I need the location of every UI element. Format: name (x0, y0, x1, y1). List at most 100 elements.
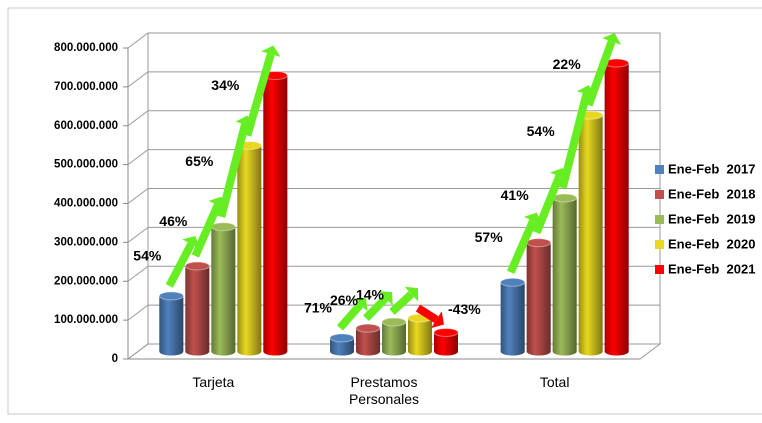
growth-label: 71% (304, 300, 333, 316)
growth-arrowhead (352, 298, 368, 312)
bar-shade (237, 145, 262, 356)
bar (526, 238, 552, 356)
bar (158, 291, 184, 356)
bar (604, 58, 630, 356)
bar-top (184, 261, 210, 271)
legend-swatch (655, 165, 664, 174)
bar (184, 261, 210, 356)
bar (381, 317, 407, 356)
bar-shade (211, 226, 236, 356)
x-tick-label: Prestamos Personales (348, 374, 420, 407)
growth-label: 14% (356, 287, 385, 303)
grid-line (127, 71, 660, 88)
bar-top (526, 238, 552, 248)
growth-label: 41% (501, 187, 530, 203)
grid-line (127, 32, 660, 49)
growth-label: 22% (553, 56, 582, 72)
growth-arrow (165, 242, 195, 288)
grid-line (127, 149, 660, 166)
chart-frame (7, 7, 762, 415)
bar-shade (159, 295, 184, 356)
growth-arrow (336, 302, 364, 331)
legend-label: Ene-Feb 2018 (668, 186, 755, 201)
bar (262, 70, 288, 356)
y-tick-label: 100.000.000 (54, 314, 118, 326)
growth-arrowhead (602, 33, 622, 45)
bar-shade (356, 328, 380, 356)
growth-arrow (191, 203, 222, 258)
growth-label: 65% (185, 153, 214, 169)
legend-swatch (655, 265, 664, 274)
legend-swatch (655, 215, 664, 224)
y-tick-label: 500.000.000 (54, 159, 118, 171)
legend-label: Ene-Feb 2019 (668, 211, 755, 226)
bar-shade (578, 115, 603, 356)
x-tick-label: Total (539, 374, 570, 390)
bar-top (158, 291, 184, 301)
bar-shade (500, 282, 525, 356)
bar-shade (263, 75, 288, 356)
growth-label: 57% (475, 229, 504, 245)
grid-line (127, 110, 660, 127)
legend-label: Ene-Feb 2021 (668, 261, 755, 276)
bar-top (500, 277, 526, 287)
bar-top (552, 193, 578, 203)
y-tick-label: 700.000.000 (54, 81, 118, 93)
growth-arrow (415, 304, 439, 324)
growth-arrow (532, 174, 564, 235)
growth-arrow (558, 92, 591, 189)
bar-top (355, 323, 381, 333)
bar-shade (604, 63, 629, 356)
bar-shade (330, 337, 354, 356)
bar-shade (552, 197, 577, 356)
growth-arrowhead (431, 311, 444, 329)
bar-top (433, 327, 459, 337)
y-tick-label: 800.000.000 (54, 42, 118, 54)
bar (578, 110, 604, 356)
y-tick-label: 0 (112, 353, 118, 365)
bar (500, 277, 526, 356)
growth-arrowhead (261, 45, 281, 57)
bar (433, 327, 459, 356)
bar-shade (526, 242, 551, 356)
legend-label: Ene-Feb 2020 (668, 236, 755, 251)
bar-top (381, 317, 407, 327)
growth-label: -43% (448, 301, 481, 317)
growth-arrow (584, 40, 616, 107)
legend-label: Ene-Feb 2017 (668, 161, 755, 176)
growth-label: 34% (211, 77, 240, 93)
y-tick-label: 200.000.000 (54, 275, 118, 287)
growth-label: 46% (159, 213, 188, 229)
bar (329, 333, 355, 356)
bar (552, 193, 578, 356)
bar (355, 323, 381, 356)
growth-arrowhead (378, 291, 393, 306)
y-tick-label: 400.000.000 (54, 198, 118, 210)
growth-arrow (243, 53, 275, 137)
bar-shade (382, 321, 406, 356)
grid-line (127, 188, 660, 204)
growth-label: 54% (133, 248, 162, 264)
bar-top (329, 333, 355, 343)
growth-arrow (363, 295, 389, 321)
bar-top (210, 222, 236, 232)
grid-line (127, 226, 660, 243)
growth-arrow (506, 219, 537, 274)
growth-arrow (217, 123, 249, 218)
y-tick-label: 300.000.000 (54, 236, 118, 248)
legend-swatch (655, 190, 664, 199)
grid-line (127, 304, 660, 321)
bar-shade (185, 265, 210, 356)
bar (210, 222, 236, 356)
bar-shade (434, 332, 458, 356)
bar (236, 140, 262, 356)
grid-line (127, 265, 660, 282)
grid-line (127, 343, 660, 360)
growth-arrowhead (404, 286, 419, 302)
growth-arrow (389, 291, 415, 315)
y-tick-label: 600.000.000 (54, 120, 118, 132)
growth-label: 54% (527, 123, 556, 139)
x-tick-label: Tarjeta (192, 374, 235, 390)
